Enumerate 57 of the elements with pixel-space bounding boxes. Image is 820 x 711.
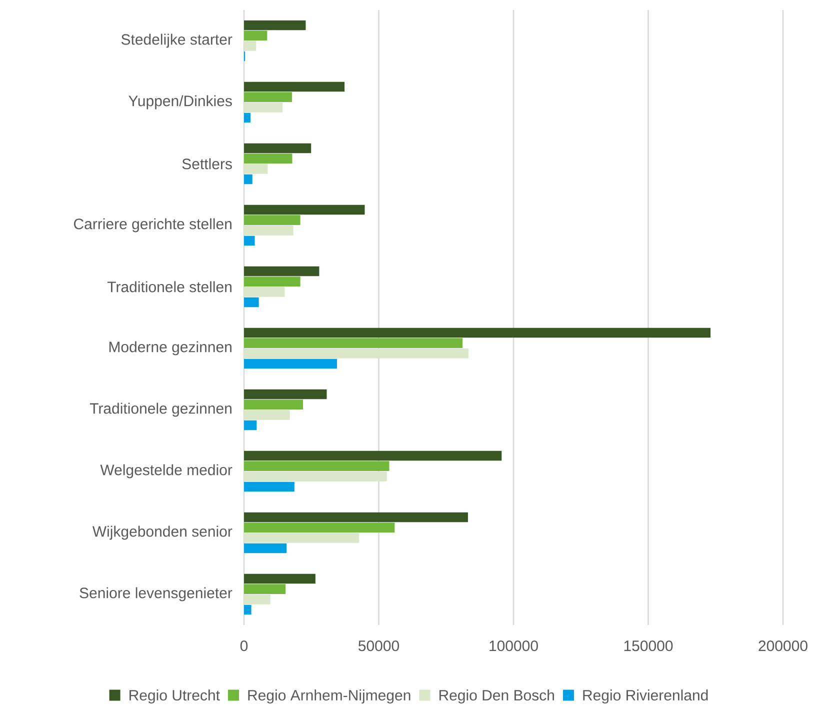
bar [244, 512, 468, 522]
bar [244, 450, 502, 461]
bar [244, 532, 360, 543]
bar [244, 574, 316, 584]
bar [244, 543, 287, 554]
bar [244, 82, 345, 92]
y-tick-label: Traditionele stellen [107, 281, 232, 292]
y-tick-label: Wijkgebonden senior [92, 526, 232, 540]
bar [244, 471, 387, 482]
legend-label: Regio Utrecht [130, 690, 220, 704]
legend-label: Regio Den Bosch [439, 690, 554, 704]
bar [244, 154, 292, 164]
bar [244, 143, 312, 154]
legend-label: Regio Rivierenland [583, 690, 708, 704]
y-tick-label: Seniore levensgenieter [80, 587, 232, 602]
bar [244, 358, 337, 369]
bar [244, 461, 390, 471]
bar [244, 482, 294, 492]
x-tick-label: 0 [240, 640, 248, 652]
y-tick-label: Settlers [182, 158, 232, 170]
bar [244, 584, 286, 594]
bar [244, 348, 468, 358]
bar [244, 400, 304, 410]
bar [244, 215, 300, 225]
bar [244, 328, 711, 338]
y-tick-label: Stedelijke starter [121, 34, 232, 48]
y-tick-label: Traditionele gezinnen [90, 402, 232, 417]
bar [244, 389, 327, 400]
y-tick-label: Welgestelde medior [100, 464, 232, 478]
y-tick-label: Yuppen/Dinkies [128, 95, 232, 110]
x-tick-label: 200000 [758, 640, 808, 652]
bar [244, 297, 259, 308]
bar [244, 174, 252, 184]
y-tick-label: Carriere gerichte stellen [74, 218, 232, 232]
bar [244, 102, 283, 112]
bar [244, 276, 300, 286]
x-tick-label: 100000 [490, 640, 538, 652]
bar [244, 338, 463, 348]
bar [244, 225, 294, 236]
legend-label: Regio Arnhem-Nijmegen [248, 690, 410, 704]
y-tick-label: Moderne gezinnen [109, 341, 232, 356]
bar [244, 30, 268, 40]
bar [244, 604, 252, 615]
bar [244, 594, 270, 604]
bar [244, 92, 292, 102]
bar [244, 420, 257, 430]
bar [244, 20, 306, 30]
bar [244, 40, 256, 51]
bar [244, 410, 290, 420]
x-tick-label: 50000 [358, 640, 399, 652]
bar [244, 522, 395, 532]
bar [244, 236, 255, 246]
bar [244, 164, 268, 174]
bar [244, 286, 285, 297]
bar [244, 266, 320, 276]
x-tick-label: 150000 [624, 640, 673, 652]
bar [244, 204, 365, 215]
